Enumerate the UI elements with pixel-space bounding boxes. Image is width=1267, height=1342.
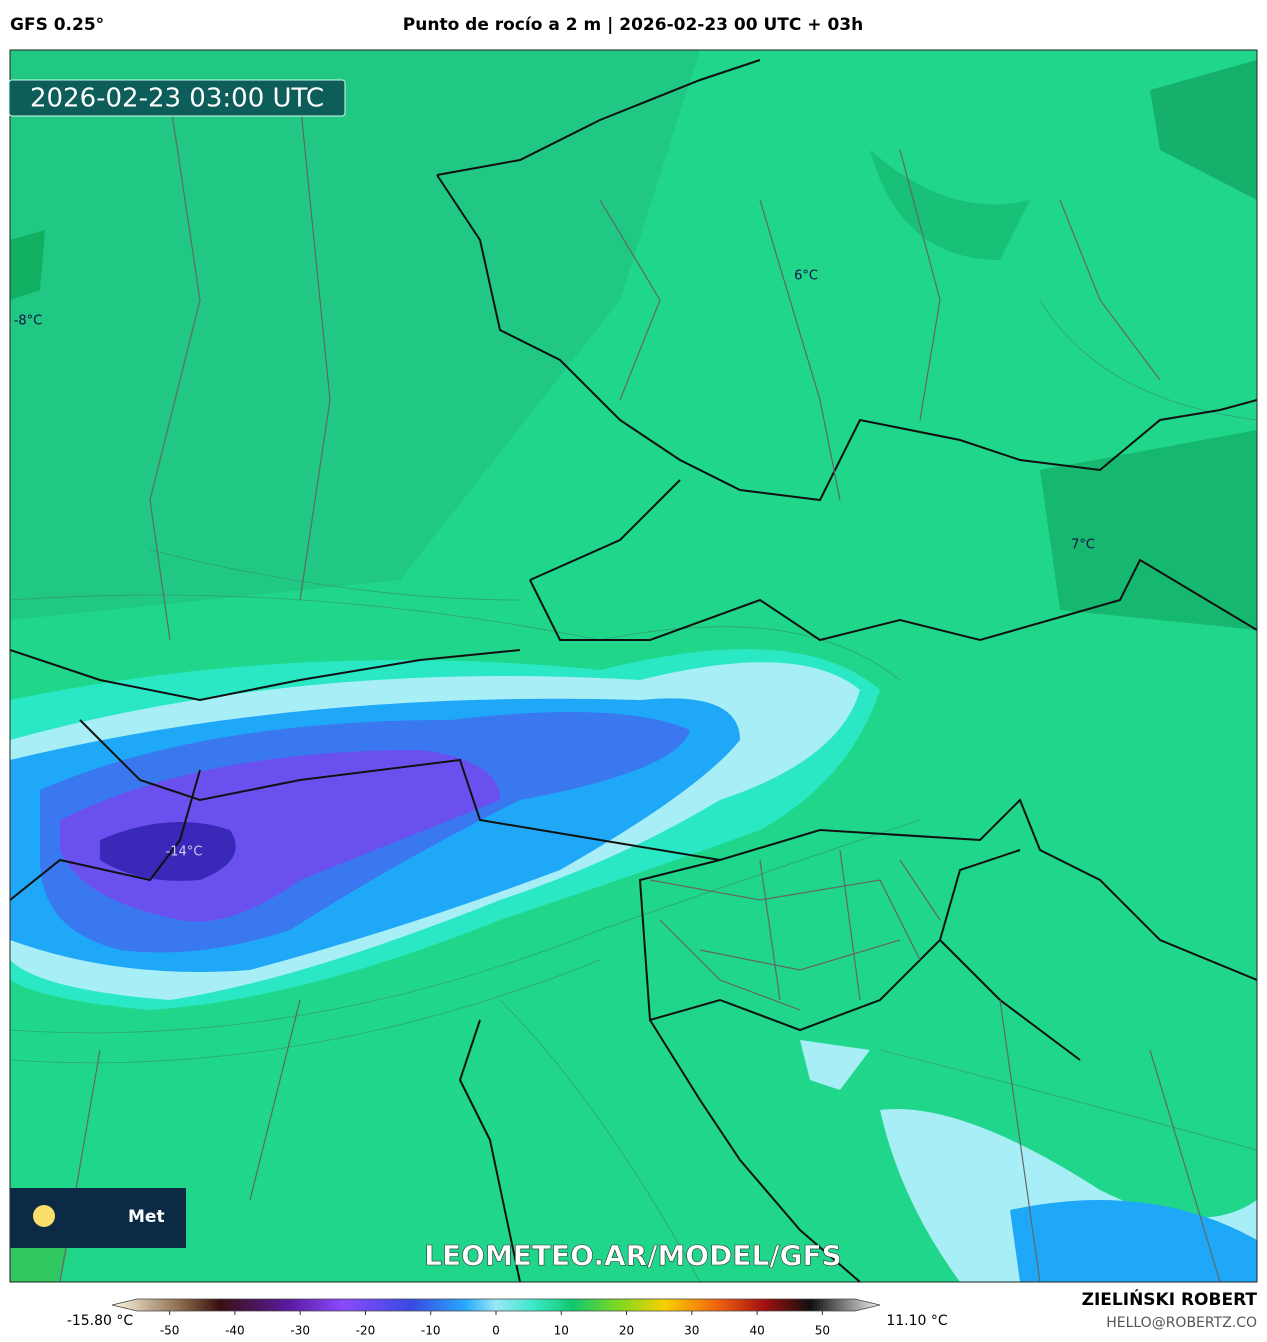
contact: HELLO@ROBERTZ.CO (1106, 1315, 1257, 1331)
colorbar-tick-label: -30 (290, 1324, 310, 1338)
contour-label: -8°C (14, 314, 43, 329)
colorbar-tick-label: -40 (225, 1324, 245, 1338)
colorbar-max: 11.10 °C (886, 1313, 948, 1329)
logo-text: Met (128, 1207, 165, 1227)
field-area (1150, 60, 1257, 200)
colorbar-tick-label: 10 (554, 1324, 569, 1338)
contour-label: 6°C (794, 269, 818, 284)
contour-label: 7°C (1071, 538, 1095, 553)
field-area (870, 150, 1030, 260)
field-area (10, 230, 45, 300)
field-area (10, 50, 700, 620)
watermark: LEOMETEO.AR/MODEL/GFS (424, 1239, 842, 1272)
field-area (1040, 430, 1257, 630)
colorbar-tick-label: 50 (815, 1324, 830, 1338)
field-area (1010, 1200, 1257, 1282)
logo-sun (33, 1205, 55, 1227)
contour-label: -14°C (166, 845, 203, 860)
colorbar-tick-label: -20 (356, 1324, 376, 1338)
field-area (800, 1040, 870, 1090)
colorbar-bar (111, 1298, 881, 1312)
colorbar-tick-label: 0 (492, 1324, 500, 1338)
colorbar: -50 -40 -30 -20 -10 0 10 20 30 40 50 (111, 1298, 881, 1338)
timestamp: 2026-02-23 03:00 UTC (30, 84, 324, 114)
author: ZIELIŃSKI ROBERT (1082, 1288, 1258, 1310)
colorbar-tick-label: 30 (684, 1324, 699, 1338)
map: Met LEOMETEO.AR/MODEL/GFS 6°C -8°C 7°C -… (10, 50, 1257, 1282)
colorbar-min: -15.80 °C (67, 1313, 134, 1329)
timestamp-box (8, 79, 346, 117)
colorbar-tick-label: 20 (619, 1324, 634, 1338)
colorbar-tick-label: -10 (421, 1324, 441, 1338)
map-frame (9, 49, 1258, 1283)
colorbar-tick-label: -50 (160, 1324, 180, 1338)
field-area (100, 822, 236, 881)
colorbar-tick-label: 40 (749, 1324, 764, 1338)
model-name: GFS 0.25° (10, 15, 104, 35)
map-title: Punto de rocío a 2 m | 2026-02-23 00 UTC… (403, 15, 863, 35)
